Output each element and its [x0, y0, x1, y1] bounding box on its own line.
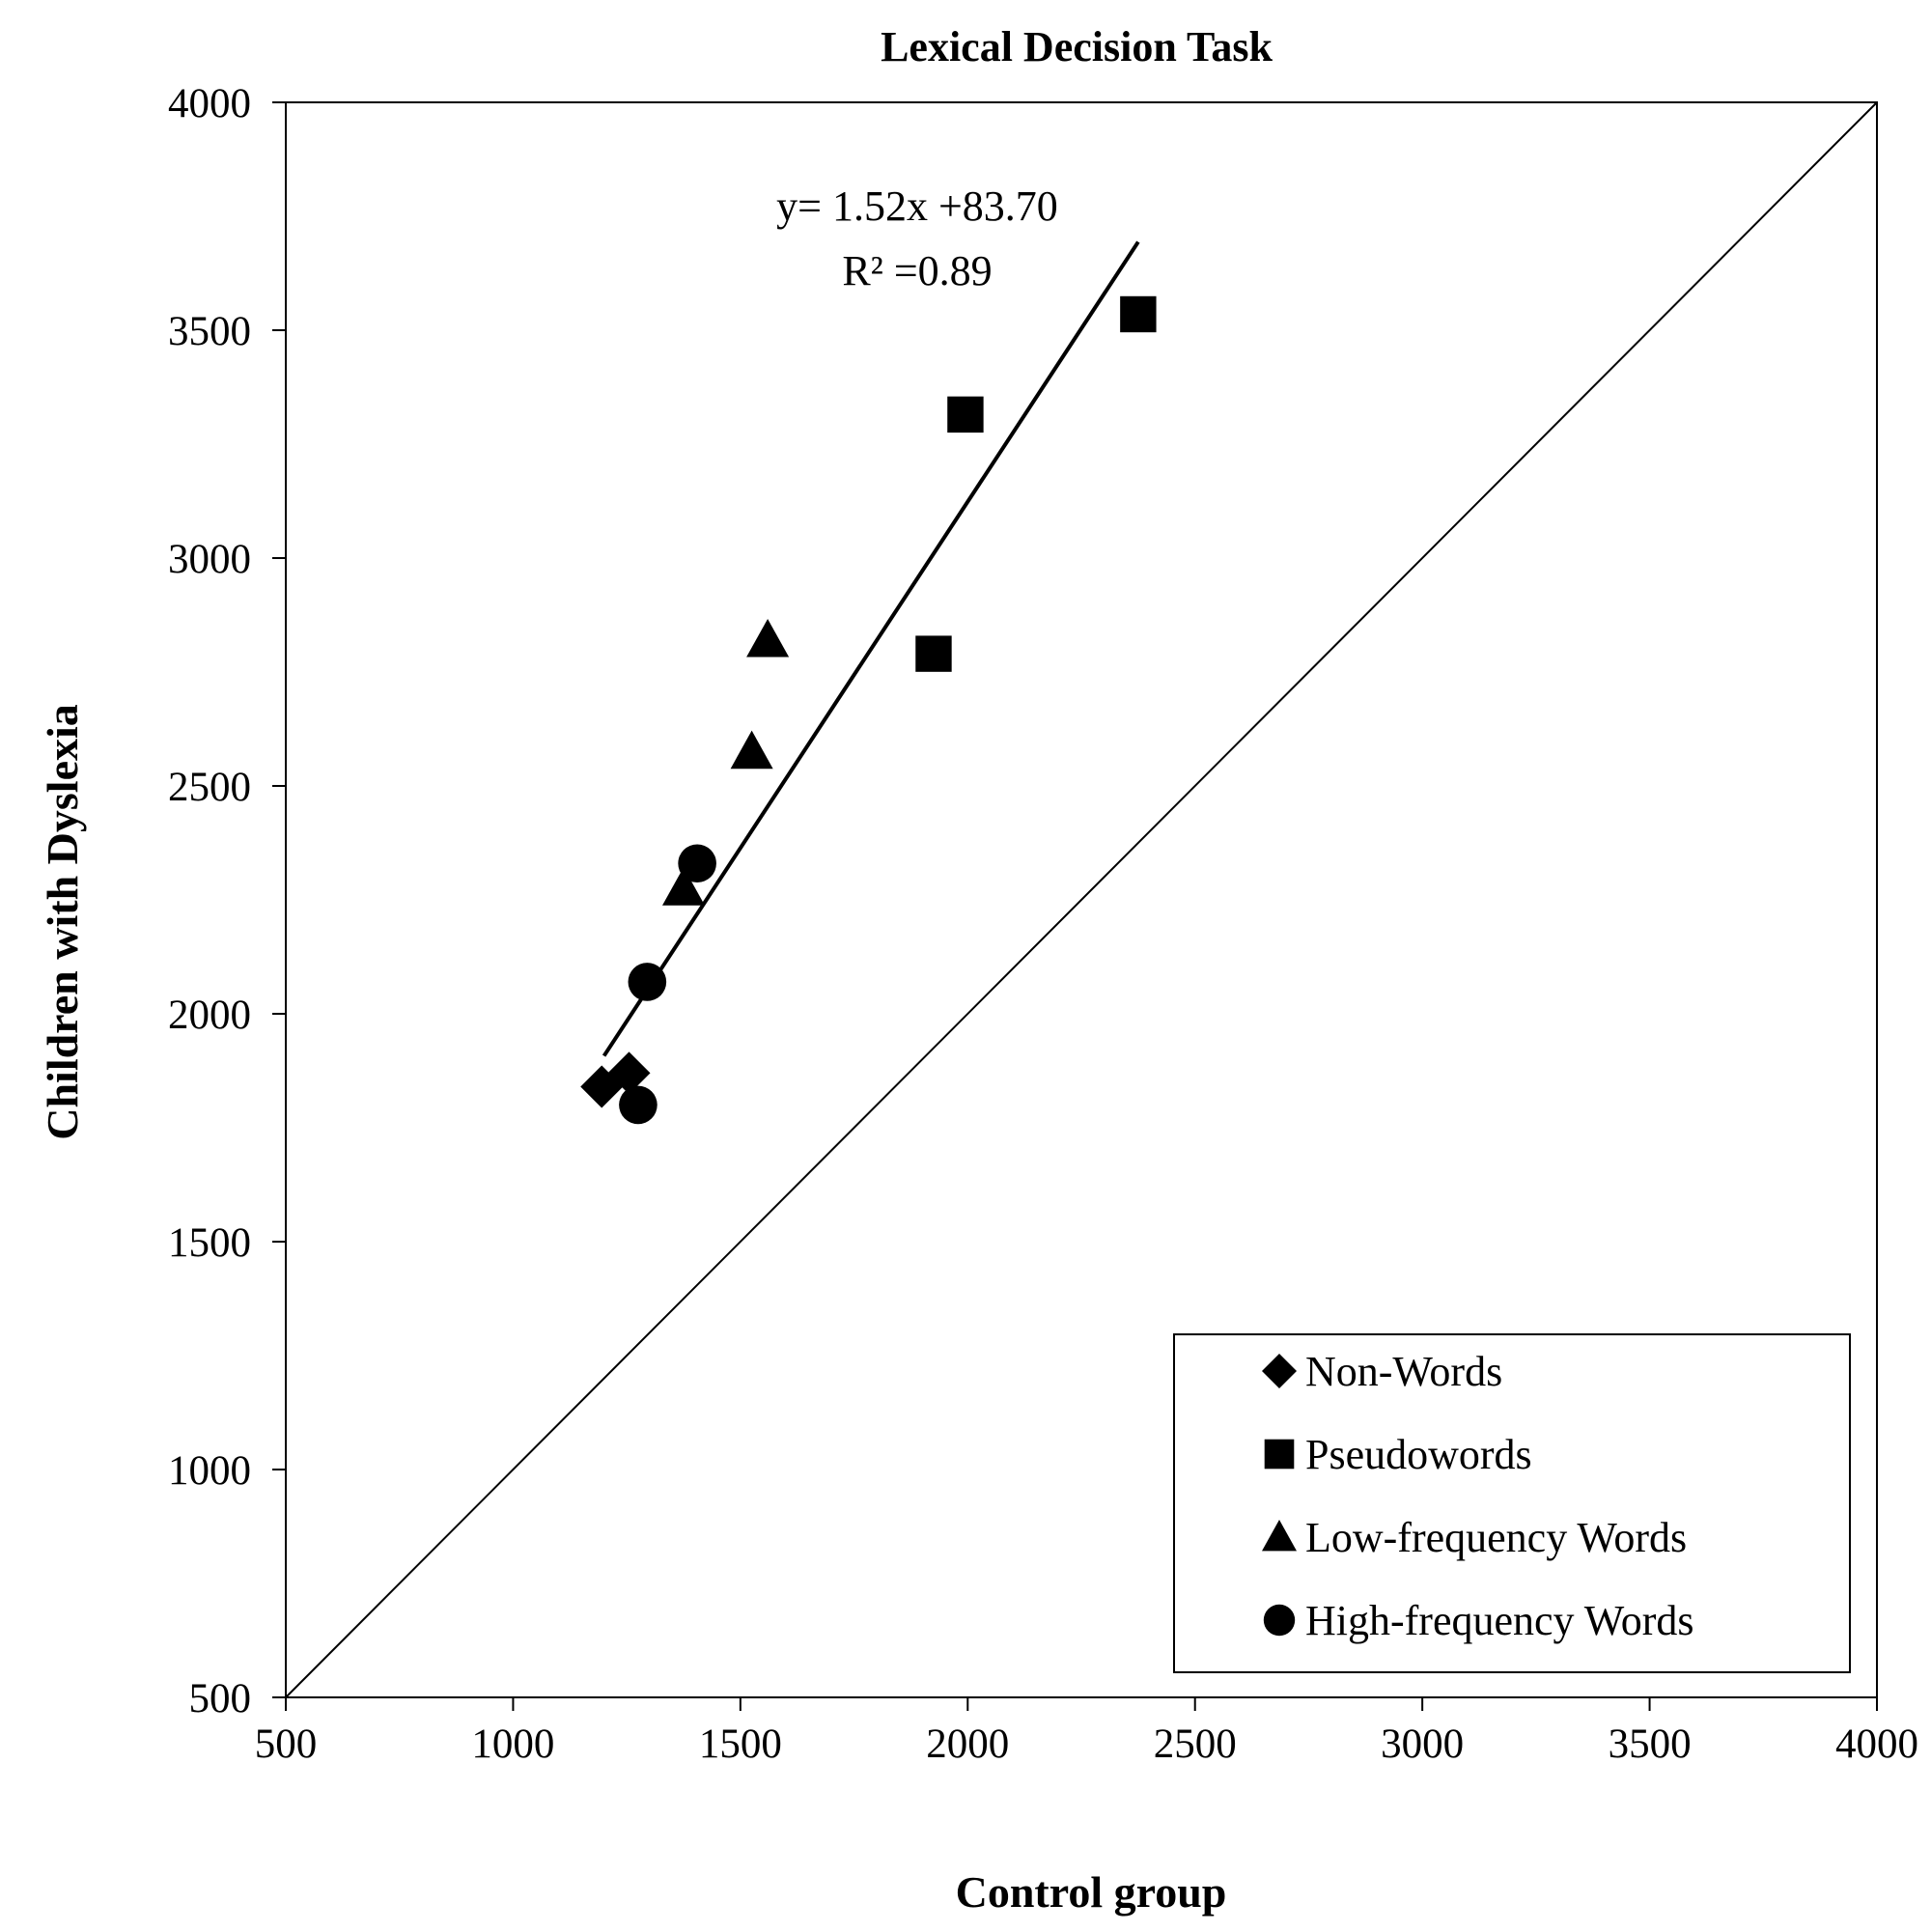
y-axis-label: Children with Dyslexia — [38, 704, 87, 1140]
point-high-frequency-words — [678, 844, 716, 883]
y-tick-label: 1500 — [168, 1220, 251, 1266]
y-tick-label: 3000 — [168, 537, 251, 582]
plot-area — [285, 101, 1878, 1698]
x-tick-label: 3000 — [1381, 1722, 1464, 1767]
x-axis-ticks: 500 1000 1500 2000 2500 3000 3500 4000 — [255, 1697, 1918, 1767]
point-low-frequency-words — [746, 618, 790, 658]
x-tick-label: 1000 — [471, 1722, 554, 1767]
point-non-words — [607, 1051, 651, 1095]
data-points — [580, 295, 1157, 1125]
trendline — [602, 240, 1140, 1057]
y-tick-label: 2500 — [168, 765, 251, 810]
identity-reference-line-layer — [285, 101, 1878, 1698]
legend-label-low-frequency-words: Low-frequency Words — [1305, 1514, 1687, 1561]
point-high-frequency-words — [628, 963, 667, 1001]
legend: Non-Words Pseudowords Low-frequency Words H… — [1173, 1333, 1851, 1673]
y-tick-label: 500 — [189, 1676, 252, 1722]
x-tick-label: 500 — [255, 1722, 318, 1767]
y-tick-label: 4000 — [168, 81, 251, 126]
legend-label-high-frequency-words: High-frequency Words — [1305, 1597, 1694, 1644]
identity-line — [285, 101, 1878, 1698]
y-tick-label: 1000 — [168, 1448, 251, 1494]
point-high-frequency-words — [619, 1085, 658, 1125]
trendline-r-squared: R² =0.89 — [842, 247, 992, 294]
y-tick-label: 2000 — [168, 993, 251, 1038]
chart-title: Lexical Decision Task — [881, 23, 1273, 70]
legend-label-non-words: Non-Words — [1305, 1348, 1502, 1395]
legend-items: Non-Words Pseudowords Low-frequency Words H… — [1262, 1348, 1694, 1644]
y-axis-ticks: 500 1000 1500 2000 2500 3000 3500 4000 — [168, 81, 286, 1722]
point-low-frequency-words — [730, 730, 773, 770]
x-tick-label: 2000 — [926, 1722, 1009, 1767]
legend-marker-non-words — [1262, 1354, 1297, 1388]
legend-label-pseudowords: Pseudowords — [1305, 1431, 1532, 1478]
x-tick-label: 3500 — [1609, 1722, 1692, 1767]
point-pseudowords — [1120, 295, 1157, 333]
x-tick-label: 2500 — [1154, 1722, 1237, 1767]
x-axis-label: Control group — [956, 1867, 1227, 1917]
point-pseudowords — [915, 635, 952, 672]
point-pseudowords — [947, 396, 984, 434]
y-tick-label: 3500 — [168, 309, 251, 354]
legend-marker-high-frequency-words — [1263, 1604, 1296, 1637]
point-low-frequency-words — [662, 867, 705, 906]
legend-marker-low-frequency-words — [1262, 1520, 1297, 1552]
trendline-equation: y= 1.52x +83.70 — [776, 182, 1058, 230]
x-tick-label: 4000 — [1835, 1722, 1918, 1767]
trendline-layer — [602, 240, 1140, 1057]
x-tick-label: 1500 — [699, 1722, 782, 1767]
legend-marker-pseudowords — [1264, 1439, 1295, 1470]
